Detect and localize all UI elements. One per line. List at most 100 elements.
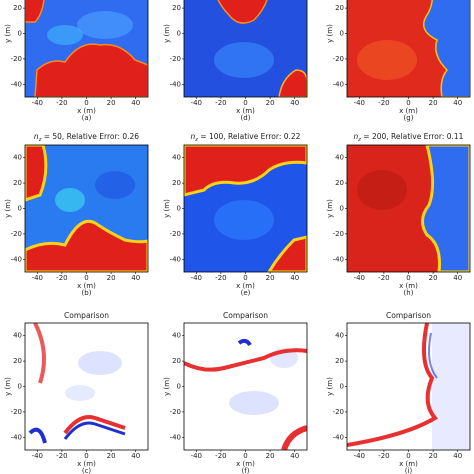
x-tick-label: 0 (84, 452, 88, 460)
y-tick-label: 40 (172, 332, 181, 340)
y-tick-label: -20 (170, 230, 181, 238)
y-tick-label: -40 (333, 255, 344, 263)
x-tick-label: 20 (429, 274, 438, 282)
panel-title: Comparison (223, 311, 268, 320)
y-tick-label: 0 (18, 383, 22, 391)
y-tick-label: 0 (340, 383, 344, 391)
x-tick-label: 40 (131, 99, 140, 107)
y-tick-label: -20 (11, 55, 22, 63)
y-axis-label: y (m) (4, 377, 12, 396)
x-tick-label: -40 (354, 274, 365, 282)
x-tick-label: -20 (56, 452, 67, 460)
y-tick-label: 40 (13, 332, 22, 340)
panel-title: nz = 100, Relative Error: 0.22 (191, 132, 301, 143)
x-tick-label: -40 (354, 452, 365, 460)
heatmap (184, 0, 307, 97)
caption: (g) (404, 114, 414, 122)
y-tick-label: -40 (170, 255, 181, 263)
x-tick-label: 40 (453, 99, 462, 107)
x-tick-label: 40 (290, 452, 299, 460)
panel-title: nz = 50, Relative Error: 0.26 (34, 132, 139, 143)
y-tick-label: -20 (170, 408, 181, 416)
x-tick-label: -20 (56, 99, 67, 107)
x-tick-label: -40 (191, 274, 202, 282)
caption: (e) (241, 289, 251, 297)
x-tick-label: 20 (107, 274, 116, 282)
y-tick-label: -20 (333, 55, 344, 63)
x-axis-label: x (m) (236, 107, 255, 115)
y-tick-label: -20 (333, 230, 344, 238)
y-tick-label: 40 (13, 154, 22, 162)
x-tick-label: -40 (191, 452, 202, 460)
y-tick-label: 20 (335, 4, 344, 12)
y-tick-label: -20 (11, 408, 22, 416)
heatmap (347, 0, 470, 97)
y-tick-label: -40 (11, 433, 22, 441)
y-axis-label: y (m) (4, 199, 12, 218)
y-axis-label: y (m) (163, 24, 171, 43)
title-subscript: z (38, 137, 42, 143)
heatmap (25, 323, 148, 450)
title-variable: n (34, 132, 39, 141)
title-text: = 200, Relative Error: 0.11 (361, 132, 464, 141)
caption: (d) (241, 114, 251, 122)
title-text: = 50, Relative Error: 0.26 (41, 132, 139, 141)
x-tick-label: 0 (243, 452, 247, 460)
x-tick-label: 40 (131, 452, 140, 460)
y-tick-label: 20 (13, 4, 22, 12)
y-tick-label: -20 (333, 408, 344, 416)
y-axis-label: y (m) (326, 24, 334, 43)
x-tick-label: 0 (84, 274, 88, 282)
x-tick-label: 0 (406, 452, 410, 460)
x-tick-label: -20 (56, 274, 67, 282)
x-tick-label: 20 (266, 99, 275, 107)
x-tick-label: -20 (215, 274, 226, 282)
caption: (b) (82, 289, 92, 297)
x-tick-label: -20 (378, 274, 389, 282)
x-axis-label: x (m) (236, 282, 255, 290)
heatmap (347, 145, 470, 272)
y-tick-label: 20 (335, 357, 344, 365)
heatmap (25, 0, 148, 97)
y-tick-label: 0 (177, 30, 181, 38)
x-tick-label: 0 (84, 99, 88, 107)
y-tick-label: 0 (177, 205, 181, 213)
y-tick-label: 40 (335, 332, 344, 340)
caption: (h) (404, 289, 414, 297)
y-tick-label: 0 (340, 205, 344, 213)
x-tick-label: 0 (243, 99, 247, 107)
x-axis-label: x (m) (77, 460, 96, 468)
x-tick-label: -20 (215, 99, 226, 107)
y-tick-label: 0 (18, 205, 22, 213)
x-tick-label: 0 (406, 99, 410, 107)
x-axis-label: x (m) (399, 460, 418, 468)
x-tick-label: -20 (215, 452, 226, 460)
heatmap (184, 145, 307, 272)
y-tick-label: -20 (11, 230, 22, 238)
caption: (i) (405, 467, 413, 474)
y-tick-label: -40 (170, 80, 181, 88)
heatmap (184, 323, 307, 450)
y-axis-label: y (m) (163, 199, 171, 218)
title-variable: n (191, 132, 196, 141)
x-tick-label: 0 (243, 274, 247, 282)
x-tick-label: 20 (429, 99, 438, 107)
panel-title: Comparison (386, 311, 431, 320)
y-tick-label: -40 (333, 433, 344, 441)
heatmap (25, 145, 148, 272)
y-axis-label: y (m) (4, 24, 12, 43)
title-text: = 100, Relative Error: 0.22 (198, 132, 301, 141)
y-axis-label: y (m) (326, 377, 334, 396)
y-tick-label: -40 (11, 80, 22, 88)
y-tick-label: 40 (172, 154, 181, 162)
y-tick-label: 0 (18, 30, 22, 38)
y-tick-label: 20 (335, 179, 344, 187)
x-axis-label: x (m) (399, 107, 418, 115)
x-tick-label: -40 (354, 99, 365, 107)
x-tick-label: 20 (266, 452, 275, 460)
x-tick-label: -40 (32, 99, 43, 107)
caption: (c) (82, 467, 92, 474)
y-tick-label: 20 (172, 179, 181, 187)
x-tick-label: 40 (453, 274, 462, 282)
